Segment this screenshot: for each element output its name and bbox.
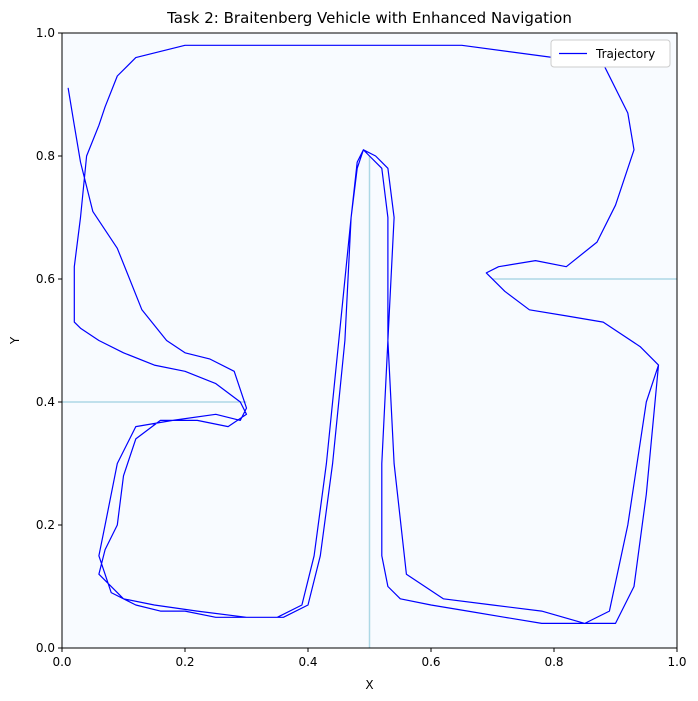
legend-label: Trajectory bbox=[595, 47, 655, 61]
plot-frame bbox=[61, 32, 678, 649]
y-tick-label: 0.0 bbox=[36, 641, 55, 655]
y-tick-label: 0.2 bbox=[36, 518, 55, 532]
y-tick-label: 0.6 bbox=[36, 272, 55, 286]
chart-title: Task 2: Braitenberg Vehicle with Enhance… bbox=[166, 9, 572, 27]
walls bbox=[62, 156, 677, 648]
x-tick-label: 1.0 bbox=[667, 655, 686, 669]
x-tick-label: 0.8 bbox=[544, 655, 563, 669]
y-tick-label: 0.8 bbox=[36, 149, 55, 163]
x-tick-label: 0.4 bbox=[298, 655, 317, 669]
y-tick-label: 0.4 bbox=[36, 395, 55, 409]
series-line-1 bbox=[67, 44, 660, 624]
y-tick-label: 1.0 bbox=[36, 26, 55, 40]
legend-box bbox=[550, 39, 671, 68]
x-axis-title: X bbox=[365, 678, 373, 692]
x-axis: 0.0 0.2 0.4 0.6 0.8 1.0 bbox=[52, 648, 687, 669]
y-axis: 0.0 0.2 0.4 0.6 0.8 1.0 bbox=[36, 26, 62, 655]
y-axis-title: Y bbox=[8, 336, 22, 345]
legend: Trajectory bbox=[550, 39, 671, 68]
x-tick-label: 0.6 bbox=[421, 655, 440, 669]
series-layer bbox=[67, 44, 660, 624]
x-tick-label: 0.0 bbox=[52, 655, 71, 669]
x-tick-label: 0.2 bbox=[175, 655, 194, 669]
